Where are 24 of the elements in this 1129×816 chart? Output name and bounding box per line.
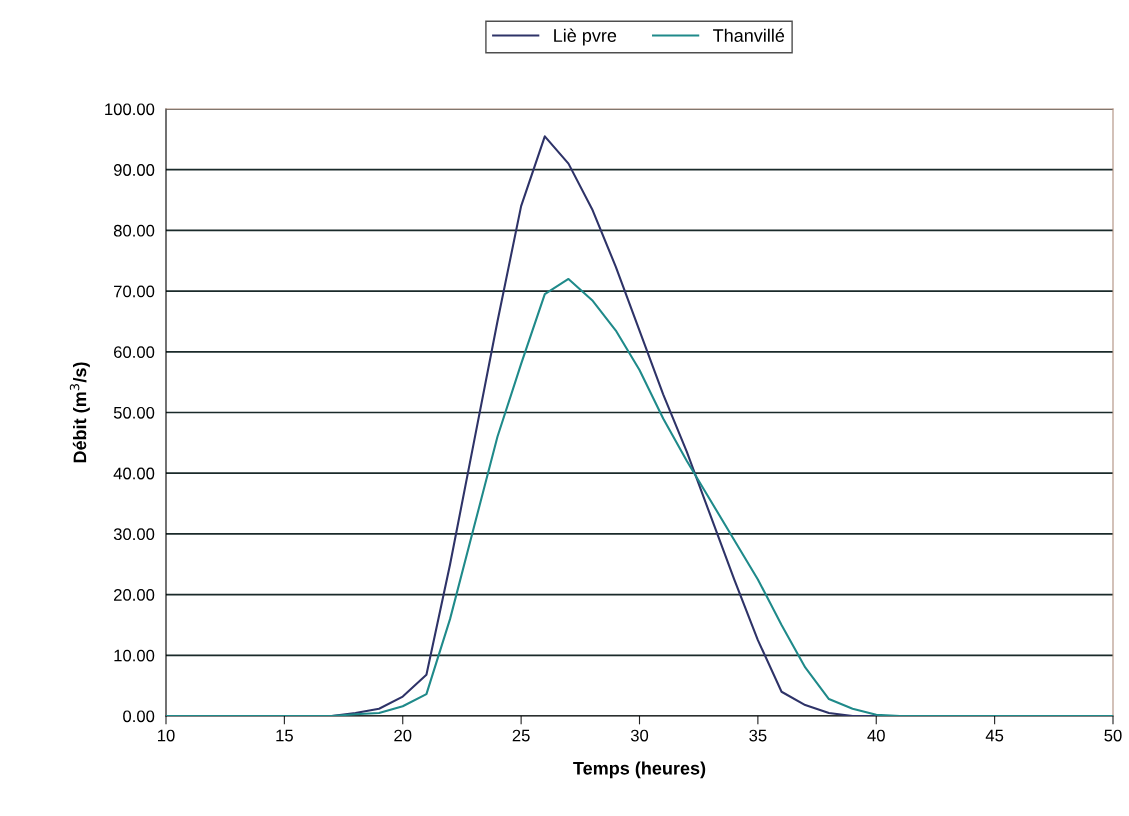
y-tick-label: 90.00 [113,164,155,176]
y-axis-title: Débit (m$^{3}$/s) [69,362,90,463]
x-tick-label: 35 [749,729,767,742]
y-tick-label: 50.00 [113,406,155,419]
x-tick-label: 20 [394,729,412,742]
y-tick-label: 10.00 [114,649,155,662]
x-tick-label: 45 [985,729,1004,742]
y-tick-label: 70.00 [114,285,155,298]
x-axis-title: Temps (heures) [573,761,706,779]
x-tick-label: 15 [276,729,293,742]
y-tick-label: 40.00 [113,467,155,480]
y-tick-label: 20.00 [114,589,155,601]
y-tick-label: 60.00 [114,346,155,358]
y-tick-label: 0.00 [123,710,155,723]
x-tick-label: 30 [630,729,649,742]
y-tick-label: 100.00 [105,103,155,116]
legend-label: Thanvillé [713,28,785,42]
y-tick-label: 80.00 [113,224,155,237]
y-tick-label: 30.00 [113,528,155,541]
x-tick-label: 10 [158,729,175,742]
x-tick-label: 50 [1104,729,1122,742]
x-tick-label: 25 [512,729,530,742]
legend-label: Liè pvre [554,28,617,46]
x-tick-label: 40 [867,729,885,742]
